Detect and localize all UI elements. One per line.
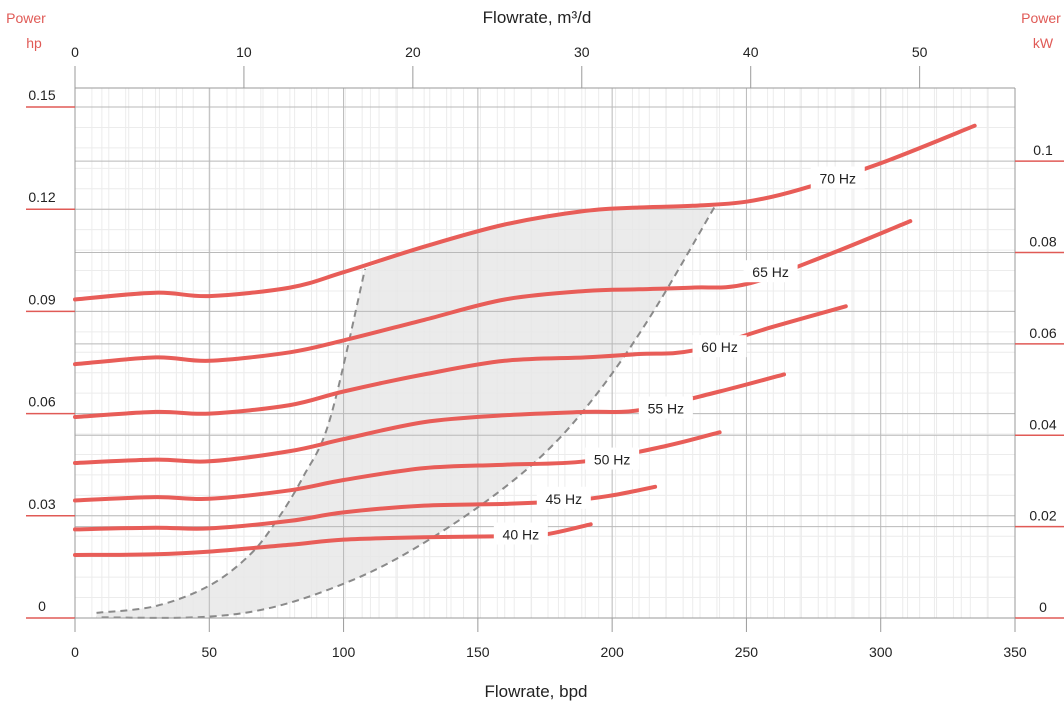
x-tick-label: 50 <box>201 644 217 660</box>
curve-label-background <box>743 260 798 283</box>
x2-tick-label: 20 <box>405 44 421 60</box>
left-tick-label: 0.15 <box>28 87 55 103</box>
x-axis-title: Flowrate, bpd <box>485 682 588 701</box>
curve-label: 55 Hz <box>648 400 685 416</box>
x-tick-label: 250 <box>735 644 759 660</box>
right-tick-label: 0.08 <box>1029 234 1056 250</box>
operating-range-lower-boundary <box>96 206 716 619</box>
x-tick-label: 200 <box>600 644 624 660</box>
left-tick-label: 0.03 <box>28 496 55 512</box>
x2-tick-label: 40 <box>743 44 759 60</box>
right-tick-label: 0.02 <box>1029 508 1056 524</box>
power-curve-70-hz <box>73 123 977 302</box>
curve-label: 40 Hz <box>503 527 540 543</box>
power-curve-65-hz <box>73 219 913 367</box>
x-tick-label: 100 <box>332 644 356 660</box>
x-tick-label: 150 <box>466 644 490 660</box>
right-tick-label: 0.04 <box>1029 416 1056 432</box>
curve-label-background <box>585 447 640 470</box>
curve-label: 50 Hz <box>594 452 631 468</box>
right-tick-label: 0 <box>1039 599 1047 615</box>
left-axis-unit: hp <box>26 35 42 51</box>
x2-tick-label: 30 <box>574 44 590 60</box>
left-tick-label: 0 <box>38 598 46 614</box>
operating-range-upper-boundary <box>96 268 367 614</box>
x-axis-ticks: 0 50 100 150 200 250 300 350 <box>71 618 1027 660</box>
right-axis-unit: kW <box>1033 35 1054 51</box>
curve-label-background <box>810 166 865 189</box>
right-axis-ticks: 0 0.02 0.04 0.06 0.08 0.1 <box>1015 142 1064 619</box>
right-axis-name: Power <box>1021 10 1061 26</box>
right-tick-label: 0.1 <box>1033 142 1053 158</box>
curve-label: 60 Hz <box>701 339 738 355</box>
power-curves: 70 Hz 65 Hz 60 Hz 55 Hz 50 Hz 45 Hz 40 Hz <box>73 123 977 557</box>
x2-tick-label: 0 <box>71 44 79 60</box>
curve-label-background <box>536 486 591 509</box>
operating-range-area <box>96 207 715 618</box>
x2-axis-ticks: 0 10 20 30 40 50 <box>71 44 928 88</box>
x2-axis-title: Flowrate, m³/d <box>483 8 592 27</box>
curve-label: 65 Hz <box>752 264 789 280</box>
left-axis-ticks: 0 0.03 0.06 0.09 0.12 0.15 <box>26 87 75 619</box>
curve-label-background <box>638 396 693 419</box>
x-tick-label: 350 <box>1003 644 1027 660</box>
x2-tick-label: 50 <box>912 44 928 60</box>
curve-label-background <box>493 522 548 545</box>
left-axis-name: Power <box>6 10 46 26</box>
x2-tick-label: 10 <box>236 44 252 60</box>
left-tick-label: 0.09 <box>28 291 55 307</box>
curve-label-background <box>692 335 747 358</box>
curve-label: 70 Hz <box>819 171 856 187</box>
left-tick-label: 0.12 <box>28 189 55 205</box>
left-tick-label: 0.06 <box>28 394 55 410</box>
curve-label: 45 Hz <box>546 491 583 507</box>
right-tick-label: 0.06 <box>1029 325 1056 341</box>
x-tick-label: 300 <box>869 644 893 660</box>
x-tick-label: 0 <box>71 644 79 660</box>
